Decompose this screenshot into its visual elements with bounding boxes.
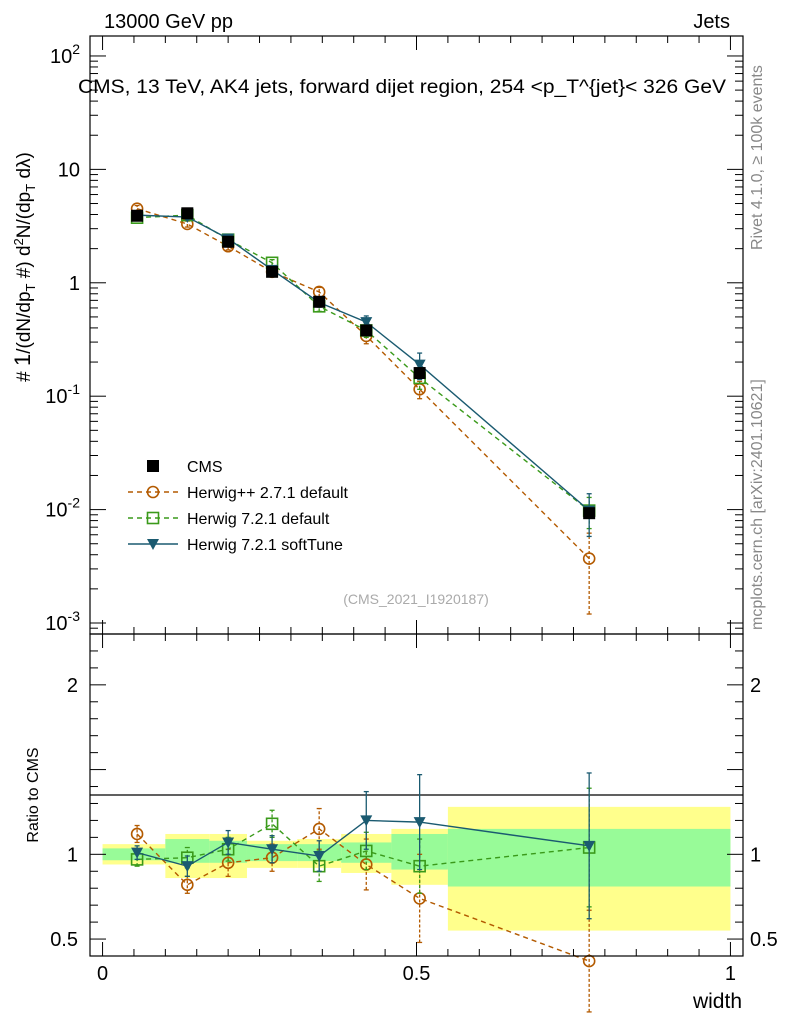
ratio-herwig-7-2-1-softtune-line [136,819,590,867]
analysis-watermark: (CMS_2021_I1920187) [343,591,489,607]
main-y-axis-label: # 1/(dN/dpT #) d2N/(dpT dλ) [10,152,38,382]
main-herwig-7-2-1-softtune-point [360,317,373,329]
legend-herwig-2-7-1-default-label: Herwig++ 2.7.1 default [187,485,349,502]
legend-herwig-7-2-1-softtune-marker [147,539,159,550]
main-y-tick-label: 10-2 [45,495,80,522]
ratio-herwig-7-2-1-softtune-point [313,851,326,863]
ratio-y-tick-label: 1 [67,844,78,866]
main-title: CMS, 13 TeV, AK4 jets, forward dijet reg… [78,77,726,98]
ratio-herwig-2-7-1-default-point [130,827,144,841]
ratio-herwig-7-2-1-softtune-point [583,840,596,852]
main-y-axis: 10-3 10-2 10-1 1 10 102 [45,41,743,635]
header-process-label: Jets [693,11,730,33]
ratio-herwig-7-2-1-default-line [137,822,590,867]
main-y-tick-label: 1 [69,273,80,295]
x-tick-label: 1 [725,963,736,985]
ratio-herwig-2-7-1-default-point [181,878,194,892]
main-cms-point [313,295,326,308]
ratio-x-axis: 0 0.5 1 [97,634,736,985]
main-herwig-7-2-1-default-line [137,214,590,512]
ratio-herwig-7-2-1-softtune-point [413,817,426,829]
main-y-tick-label: 10 [58,159,80,181]
legend-herwig-2-7-1-default-marker [146,485,160,499]
main-cms-point [266,265,279,278]
ratio-y-axis: 0.5 0.5 1 1 2 2 [50,633,778,957]
ratio-herwig-2-7-1-default-point [221,856,235,870]
ratio-y-tick-label: 2 [67,675,78,697]
main-series-group [130,202,596,615]
x-tick-label: 0.5 [403,963,431,985]
x-axis-label: width [692,990,742,1013]
main-y-tick-label: 102 [50,41,80,68]
main-herwig-7-2-1-softtune-line [137,214,590,512]
ratio-herwig-7-2-1-softtune-point [181,861,194,873]
legend-herwig-7-2-1-default-marker [146,511,160,525]
legend-cms-label: CMS [187,459,223,476]
main-cms-point [413,367,426,380]
main-cms-point [181,207,194,220]
ratio-herwig-7-2-1-softtune-point [222,837,235,849]
ratio-y-tick-label-right: 0.5 [750,929,778,951]
x-tick-label: 0 [97,963,108,985]
main-herwig-2-7-1-default-line [136,208,590,560]
main-cms-point [222,235,235,248]
ratio-y-axis-label: Ratio to CMS [25,747,42,842]
ratio-uncertainty-bands [102,806,731,931]
main-x-ticks [102,36,731,634]
main-y-tick-label: 10-1 [45,381,80,408]
ratio-y-tick-label: 0.5 [50,929,78,951]
rivet-version-label: Rivet 4.1.0, ≥ 100k events [749,65,766,250]
main-herwig-7-2-1-softtune-point [413,359,426,371]
main-cms-point [131,209,144,222]
legend: CMS Herwig++ 2.7.1 default Herwig 7.2.1 de… [128,459,349,554]
main-y-tick-label: 10-3 [45,608,80,635]
ratio-series-group [130,772,596,1013]
ratio-herwig-2-7-1-default-point [312,822,326,836]
main-cms-point [583,507,596,520]
ratio-herwig-7-2-1-default-point [265,817,279,831]
legend-herwig-7-2-1-default-label: Herwig 7.2.1 default [187,511,330,528]
main-herwig-2-7-1-default-point [582,552,596,565]
legend-cms-marker [147,460,159,472]
ratio-herwig-7-2-1-softtune-point [360,815,373,827]
ratio-herwig-2-7-1-default-line [136,828,590,962]
ratio-y-tick-label-right: 2 [750,675,761,697]
mcplots-label: mcplots.cern.ch [arXiv:2401.10621] [749,379,766,630]
ratio-y-tick-label-right: 1 [750,844,761,866]
ratio-herwig-7-2-1-softtune-point [266,844,279,856]
ratio-herwig-7-2-1-softtune-point [131,847,144,859]
legend-herwig-7-2-1-softtune-label: Herwig 7.2.1 softTune [187,537,343,554]
header-energy-label: 13000 GeV pp [104,11,233,33]
main-cms-point [360,324,373,337]
